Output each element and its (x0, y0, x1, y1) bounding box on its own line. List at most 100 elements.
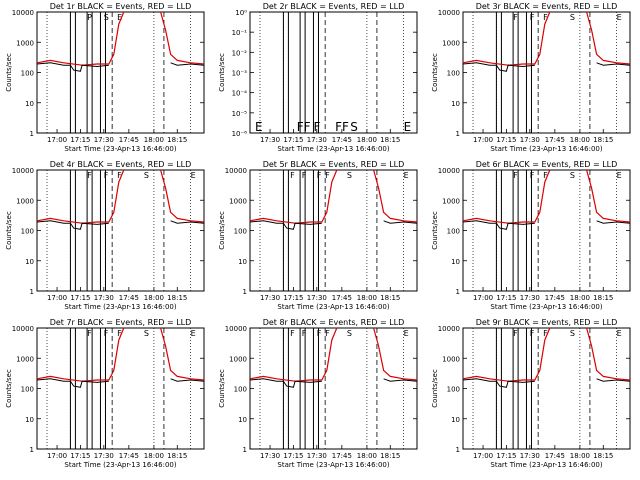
y-axis-title: Counts/sec (218, 211, 226, 250)
x-tick-label: 18:15 (167, 452, 187, 460)
panel-title: Det 1r BLACK = Events, RED = LLD (50, 2, 192, 11)
x-tick-label: 17:45 (545, 294, 565, 302)
flag-label: F (513, 13, 518, 22)
lld-trace (373, 169, 418, 223)
flag-label: F (117, 171, 122, 180)
y-axis-title: Counts/sec (5, 369, 13, 408)
x-tick-label: 17:30 (94, 452, 114, 460)
flag-label: S (144, 329, 149, 338)
x-tick-label: 17:45 (119, 294, 139, 302)
event-trace (596, 220, 631, 224)
y-tick-label: 10 (25, 100, 34, 108)
x-tick-label: 17:15 (496, 136, 516, 144)
y-tick-label: 10 (238, 258, 247, 266)
lld-trace (36, 327, 125, 382)
x-tick-label: 17:30 (307, 452, 327, 460)
flag-label: E (117, 13, 122, 22)
x-tick-label: 17:15 (70, 294, 90, 302)
x-tick-label: 18:15 (593, 294, 613, 302)
panel-det-2: Det 2r BLACK = Events, RED = LLD 10⁻⁶ 10⁻⁵… (218, 2, 418, 153)
lld-trace (586, 169, 631, 223)
event-trace (36, 220, 109, 230)
lld-trace (586, 327, 631, 381)
y-axis-title: Counts/sec (5, 53, 13, 92)
flag-label: FF (297, 120, 311, 134)
x-tick-label: 17:15 (496, 294, 516, 302)
x-axis-title: Start Time (23-Apr-13 16:46:00) (490, 461, 602, 469)
event-trace (249, 220, 322, 230)
lld-trace (249, 169, 338, 224)
y-axis-title: Counts/sec (218, 369, 226, 408)
y-tick-label: 100 (447, 70, 460, 78)
lld-trace (462, 11, 551, 66)
y-tick-label: 10000 (438, 167, 460, 175)
panel-det-3: Det 3r BLACK = Events, RED = LLD 1 10 100 10… (431, 2, 631, 153)
x-tick-label: 18:15 (380, 136, 400, 144)
y-tick-label: 1000 (16, 39, 34, 47)
x-tick-label: 18:00 (570, 294, 590, 302)
x-tick-label: 17:00 (473, 136, 493, 144)
flag-label: S (570, 13, 575, 22)
panel-title: Det 5r BLACK = Events, RED = LLD (263, 160, 405, 169)
x-tick-label: 17:30 (94, 294, 114, 302)
x-tick-label: 17:45 (119, 452, 139, 460)
x-tick-label: 17:00 (47, 294, 67, 302)
y-tick-label: 10 (451, 100, 460, 108)
y-tick-label: 10000 (225, 325, 247, 333)
y-tick-label: 1000 (16, 197, 34, 205)
lld-trace (160, 169, 205, 223)
x-axis-title: Start Time (23-Apr-13 16:46:00) (64, 145, 176, 153)
panel-det-7: Det 7r BLACK = Events, RED = LLD 1 10 100 10… (5, 318, 205, 469)
flag-label: F (290, 329, 295, 338)
x-tick-label: 17:45 (332, 452, 352, 460)
flag-label: E (191, 329, 196, 338)
flag-label: S (347, 329, 352, 338)
panel-det-1: Det 1r BLACK = Events, RED = LLD 1 10 100 10… (5, 2, 205, 153)
flag-label: F (87, 171, 92, 180)
y-tick-label: 100 (447, 386, 460, 394)
y-tick-label: 100 (21, 228, 34, 236)
y-tick-label: 100 (234, 386, 247, 394)
panel-grid: Det 1r BLACK = Events, RED = LLD 1 10 100 10… (5, 2, 631, 469)
x-tick-label: 17:30 (260, 136, 280, 144)
y-tick-label: 100 (21, 70, 34, 78)
y-tick-label: 10 (451, 258, 460, 266)
flag-label: F (317, 329, 322, 338)
y-tick-label: 10 (451, 416, 460, 424)
panel-det-9: Det 9r BLACK = Events, RED = LLD 1 10 100 10… (431, 318, 631, 469)
y-tick-label: 1000 (442, 197, 460, 205)
event-trace (383, 378, 418, 382)
event-trace (36, 62, 109, 72)
y-tick-label: 10000 (438, 325, 460, 333)
y-axis-title: Counts/sec (431, 211, 439, 250)
event-trace (596, 378, 631, 382)
y-tick-label: 1000 (229, 197, 247, 205)
x-tick-label: 17:15 (70, 136, 90, 144)
x-tick-label: 18:00 (570, 452, 590, 460)
panel-title: Det 2r BLACK = Events, RED = LLD (263, 2, 405, 11)
flag-label: FF (335, 120, 349, 134)
x-tick-label: 17:45 (119, 136, 139, 144)
panel-title: Det 6r BLACK = Events, RED = LLD (476, 160, 618, 169)
y-tick-label: 100 (234, 228, 247, 236)
panel-title: Det 8r BLACK = Events, RED = LLD (263, 318, 405, 327)
y-tick-label: 1 (243, 288, 247, 296)
x-tick-label: 17:00 (47, 452, 67, 460)
flag-label: F (513, 171, 518, 180)
flag-label: F (302, 171, 307, 180)
y-tick-label: 100 (21, 386, 34, 394)
flag-label: F (530, 171, 535, 180)
y-tick-label: 10⁻⁶ (232, 130, 248, 138)
y-tick-label: 10 (25, 416, 34, 424)
y-tick-label: 10⁰ (235, 9, 247, 17)
flag-label: F (543, 13, 548, 22)
panel-det-5: Det 5r BLACK = Events, RED = LLD 1 10 100 10… (218, 160, 418, 311)
x-tick-label: 17:30 (520, 136, 540, 144)
flag-label: F (117, 329, 122, 338)
lld-trace (160, 11, 205, 65)
event-trace (170, 220, 205, 224)
y-tick-label: 1000 (442, 39, 460, 47)
event-trace (596, 62, 631, 66)
x-tick-label: 17:00 (473, 294, 493, 302)
y-tick-label: 10000 (225, 167, 247, 175)
